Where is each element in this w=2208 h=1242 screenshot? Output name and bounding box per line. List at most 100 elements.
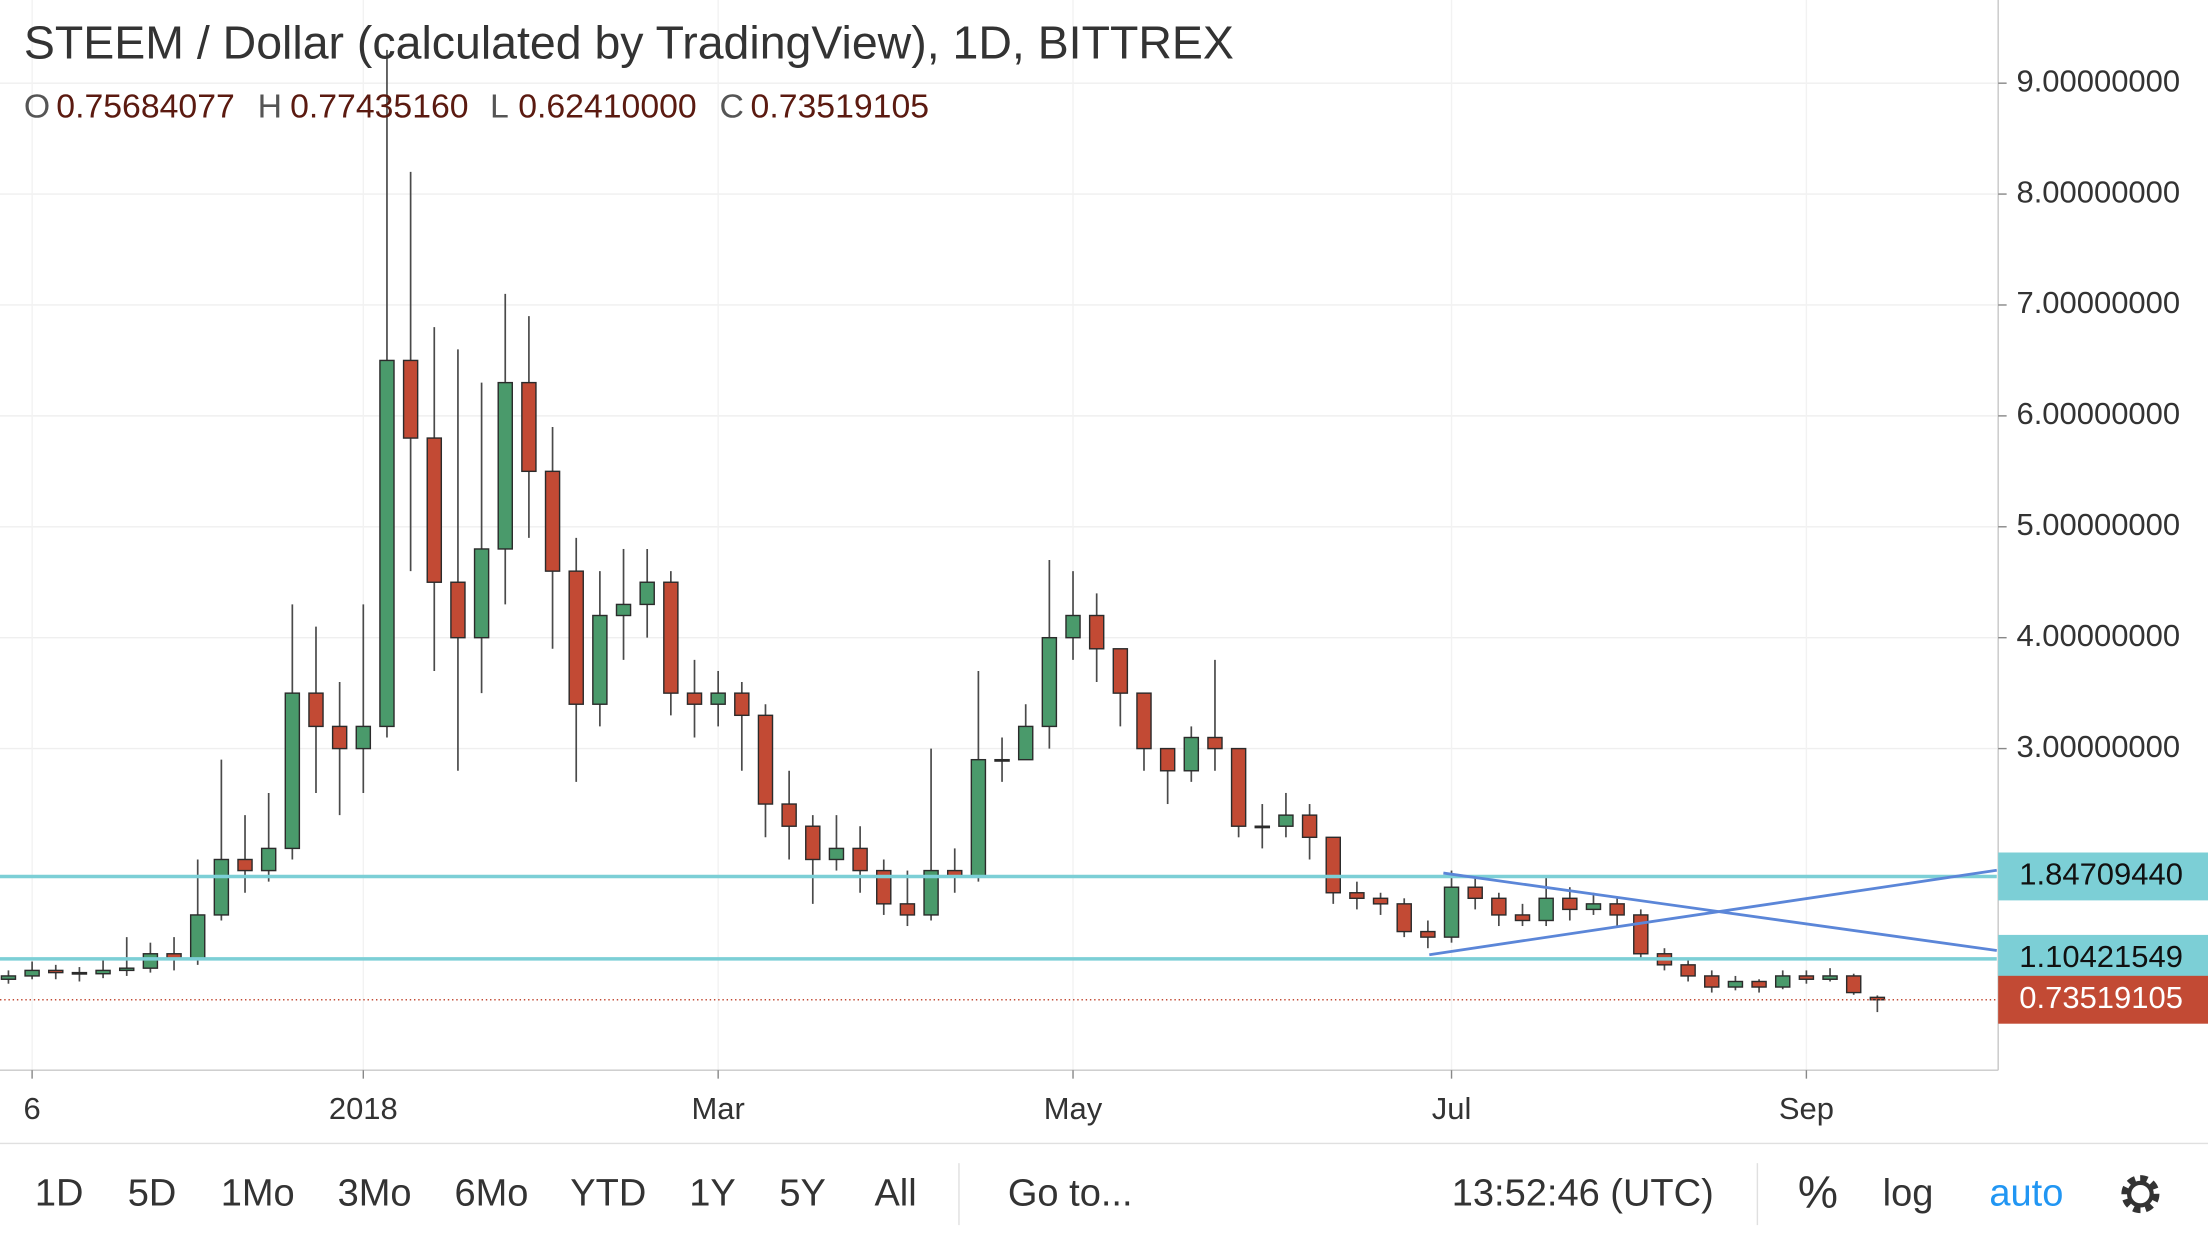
candle-body xyxy=(308,692,324,728)
range-button[interactable]: 5Y xyxy=(779,1173,826,1215)
goto-button[interactable]: Go to... xyxy=(1008,1173,1133,1215)
candle-body xyxy=(1443,886,1460,938)
candle-body xyxy=(1065,614,1081,639)
x-tick-label: May xyxy=(1044,1091,1103,1126)
candle-body xyxy=(1183,736,1200,772)
candle-body xyxy=(828,847,845,861)
candle-body xyxy=(1633,914,1649,955)
ohlc-name: L xyxy=(490,87,509,125)
candle-body xyxy=(450,581,466,639)
candle-body xyxy=(1774,975,1791,988)
candle-body xyxy=(1088,614,1105,650)
candle-body xyxy=(1491,897,1507,916)
ohlc-value: 0.75684077 xyxy=(56,87,234,125)
ohlc-value: 0.73519105 xyxy=(751,87,929,125)
candle-body xyxy=(1017,725,1034,761)
candle-body xyxy=(0,975,17,980)
candle-body xyxy=(1467,886,1483,900)
candle-body xyxy=(592,614,608,705)
candle-body xyxy=(734,692,750,717)
candle-body xyxy=(568,570,584,705)
range-button[interactable]: YTD xyxy=(570,1173,646,1215)
candle-body xyxy=(1207,736,1223,750)
last-price-tag xyxy=(1998,975,2208,1024)
x-tick-label: Jul xyxy=(1432,1091,1472,1126)
ohlc-name: O xyxy=(24,87,50,125)
candle-body xyxy=(1112,648,1129,694)
x-tick-label: 6 xyxy=(23,1091,40,1126)
candle-body xyxy=(710,692,726,705)
y-tick-label: 4.00000000 xyxy=(2016,618,2180,653)
candle-body xyxy=(237,858,253,872)
candle-body xyxy=(1278,814,1294,827)
candle-body xyxy=(379,359,395,728)
range-button[interactable]: All xyxy=(874,1173,916,1215)
trend-line xyxy=(1429,868,1997,957)
range-button[interactable]: 1D xyxy=(35,1173,84,1215)
candle-body xyxy=(1680,964,1696,977)
log-button[interactable]: log xyxy=(1883,1173,1934,1215)
candle-body xyxy=(118,967,135,972)
ohlc-name: H xyxy=(258,87,282,125)
candle-body xyxy=(1798,975,1815,980)
candle-body xyxy=(970,758,987,877)
y-tick-label: 7.00000000 xyxy=(2016,285,2180,320)
labels: 3.00000000 4.00000000 5.00000000 6.00000000… xyxy=(23,63,2208,1126)
candle-body xyxy=(497,381,513,550)
candle-body xyxy=(1372,897,1389,905)
candle-body xyxy=(615,603,632,617)
candle-body xyxy=(663,581,679,694)
candle-body xyxy=(48,969,64,974)
range-button[interactable]: 6Mo xyxy=(454,1173,528,1215)
candle-body xyxy=(852,847,868,872)
candle-body xyxy=(95,969,111,975)
candle-body xyxy=(521,381,537,473)
settings-button[interactable] xyxy=(2121,1175,2160,1214)
candle-body xyxy=(331,725,348,750)
ohlc-value: 0.62410000 xyxy=(518,87,696,125)
grid xyxy=(0,0,1997,1071)
candle-body xyxy=(213,858,230,916)
candle-body xyxy=(781,803,797,827)
y-tick-label: 6.00000000 xyxy=(2016,396,2180,431)
auto-button[interactable]: auto xyxy=(1989,1173,2063,1215)
candle-body xyxy=(1041,636,1058,728)
price-tag xyxy=(1998,852,2208,901)
y-tick-label: 5.00000000 xyxy=(2016,507,2180,542)
price-tag-label: 1.84709440 xyxy=(2019,857,2183,892)
candle-body xyxy=(1845,975,1862,994)
candle-body xyxy=(355,725,372,750)
candle-body xyxy=(639,581,655,606)
candle-body xyxy=(1704,975,1720,988)
ohlc-value: 0.77435160 xyxy=(290,87,468,125)
candle-body xyxy=(1136,692,1152,750)
candle-body xyxy=(1159,747,1176,772)
percent-button[interactable]: % xyxy=(1798,1166,1838,1217)
candle-body xyxy=(1349,892,1365,900)
candle-body xyxy=(1727,980,1744,988)
range-button[interactable]: 1Mo xyxy=(221,1173,295,1215)
candle-body xyxy=(923,869,939,916)
candle-body xyxy=(544,470,561,572)
candle-body xyxy=(24,969,40,977)
candle-body xyxy=(899,903,916,916)
candle-body xyxy=(1325,836,1341,894)
last-price-label: 0.73519105 xyxy=(2019,980,2183,1015)
candle-body xyxy=(1562,897,1578,911)
candle-body xyxy=(1254,825,1271,829)
range-button[interactable]: 3Mo xyxy=(338,1173,412,1215)
candle-body xyxy=(876,869,892,905)
candle-body xyxy=(994,758,1010,762)
candle-body xyxy=(402,359,419,439)
x-tick-label: Sep xyxy=(1779,1091,1834,1126)
candle-body xyxy=(1538,897,1554,922)
range-button[interactable]: 1Y xyxy=(689,1173,736,1215)
candle-body xyxy=(1230,747,1247,827)
candle-body xyxy=(473,548,490,639)
candle-body xyxy=(1585,903,1602,911)
range-button[interactable]: 5D xyxy=(128,1173,177,1215)
candle-body xyxy=(1822,975,1838,980)
candle-body xyxy=(1396,903,1412,933)
candle-body xyxy=(71,971,88,975)
